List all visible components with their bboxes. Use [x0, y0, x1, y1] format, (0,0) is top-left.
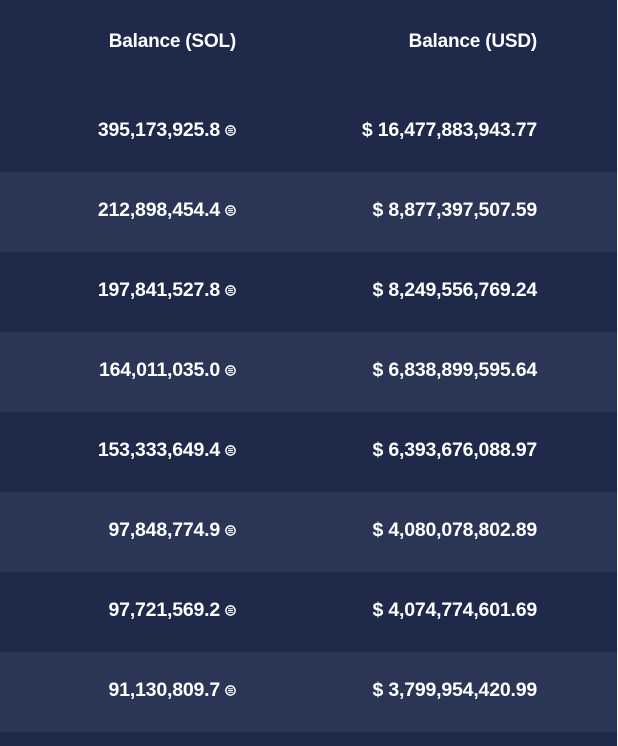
- balance-sol-cell: 212,898,454.4: [98, 170, 236, 250]
- balance-sol-value: 197,841,527.8: [97, 278, 220, 301]
- balance-usd-cell: $ 8,249,556,769.24: [372, 278, 538, 301]
- solana-coin-icon: [225, 284, 236, 296]
- table-row: 164,011,035.0 $ 6,838,899,595.64: [0, 332, 617, 412]
- balance-sol-value: 153,333,649.4: [97, 438, 220, 461]
- table-row: 153,333,649.4 $ 6,393,676,088.97: [0, 412, 617, 492]
- balance-usd-cell: $ 16,477,883,943.77: [361, 118, 537, 141]
- solana-coin-icon: [225, 524, 236, 536]
- balance-sol-cell: 164,011,035.0: [99, 330, 236, 410]
- balance-sol-value: 97,721,569.2: [108, 598, 221, 621]
- balance-sol-value: 97,848,774.9: [108, 518, 221, 541]
- solana-coin-icon: [225, 364, 236, 376]
- balance-usd-cell: $ 8,877,397,507.59: [372, 198, 538, 221]
- table-row: 91,130,809.7 $ 3,799,954,420.99: [0, 652, 617, 732]
- balance-sol-value: 91,130,809.7: [108, 678, 221, 701]
- balance-usd-cell: $ 6,838,899,595.64: [372, 358, 538, 381]
- solana-coin-icon: [225, 444, 236, 456]
- table-row-partial: [0, 732, 617, 746]
- table-header: Balance (SOL) Balance (USD): [0, 0, 617, 92]
- balance-usd-cell: $ 4,074,774,601.69: [372, 598, 538, 621]
- balance-sol-cell: 91,130,809.7: [109, 650, 236, 730]
- table-row: 395,173,925.8 $ 16,477,883,943.77: [0, 92, 617, 172]
- balance-sol-value: 212,898,454.4: [97, 198, 220, 221]
- balance-sol-cell: 395,173,925.8: [98, 90, 236, 170]
- solana-coin-icon: [225, 684, 236, 696]
- balance-sol-cell: 97,848,774.9: [109, 490, 236, 570]
- solana-coin-icon: [225, 204, 236, 216]
- table-row: 97,848,774.9 $ 4,080,078,802.89: [0, 492, 617, 572]
- balance-sol-cell: 197,841,527.8: [98, 250, 236, 330]
- header-balance-usd[interactable]: Balance (USD): [408, 31, 538, 52]
- balance-usd-cell: $ 6,393,676,088.97: [372, 438, 538, 461]
- table-row: 97,721,569.2 $ 4,074,774,601.69: [0, 572, 617, 652]
- balance-usd-cell: $ 4,080,078,802.89: [372, 518, 538, 541]
- solana-coin-icon: [225, 604, 236, 616]
- table-row: 212,898,454.4 $ 8,877,397,507.59: [0, 172, 617, 252]
- balance-sol-value: 164,011,035.0: [98, 358, 220, 381]
- header-balance-sol[interactable]: Balance (SOL): [108, 31, 236, 52]
- balance-sol-cell: 97,721,569.2: [109, 570, 236, 650]
- balance-sol-cell: 153,333,649.4: [98, 410, 236, 490]
- table-row: 197,841,527.8 $ 8,249,556,769.24: [0, 252, 617, 332]
- solana-coin-icon: [225, 124, 236, 136]
- balance-sol-value: 395,173,925.8: [97, 118, 220, 141]
- balance-usd-cell: $ 3,799,954,420.99: [372, 678, 538, 701]
